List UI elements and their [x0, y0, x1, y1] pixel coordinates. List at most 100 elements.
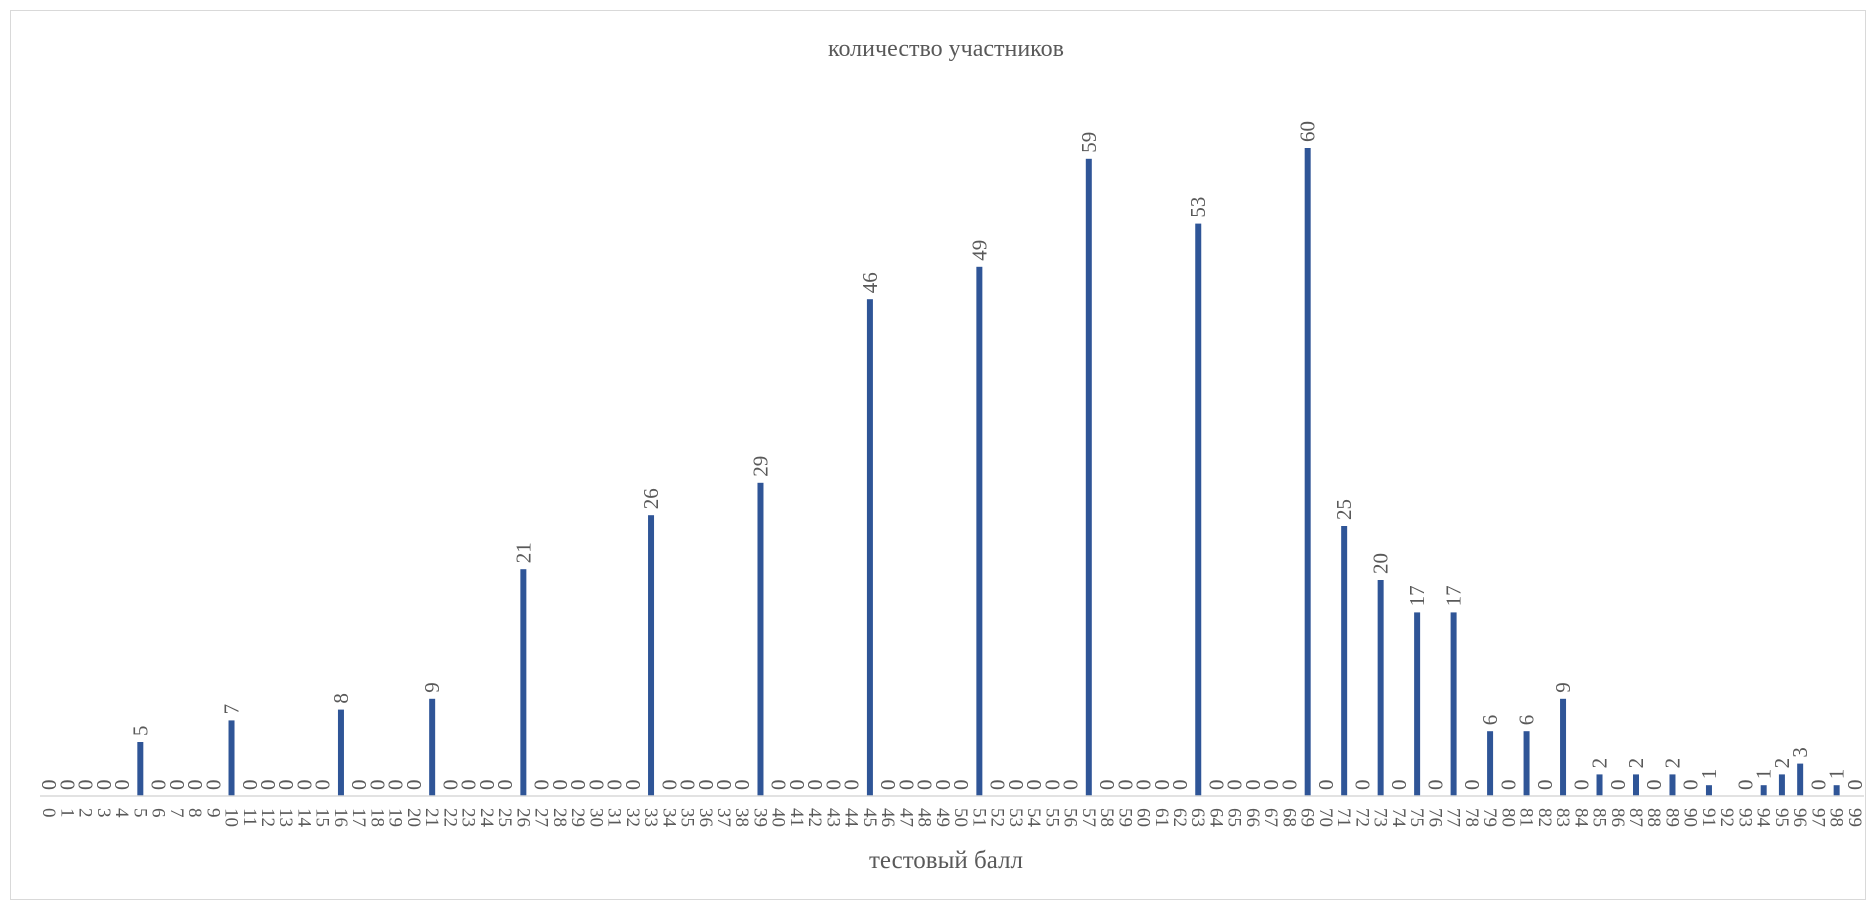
data-label-48: 0: [913, 780, 937, 791]
bar-26: [520, 569, 527, 796]
data-label-21: 9: [420, 682, 444, 693]
x-tick-1: 1: [56, 808, 77, 818]
x-tick-54: 54: [1023, 808, 1044, 828]
x-tick-40: 40: [768, 808, 789, 827]
data-label-6: 0: [147, 780, 171, 791]
x-tick-14: 14: [293, 808, 314, 828]
bar-94: [1760, 785, 1767, 796]
x-tick-77: 77: [1443, 808, 1464, 827]
data-label-49: 0: [931, 780, 955, 791]
x-tick-62: 62: [1169, 808, 1190, 827]
x-tick-75: 75: [1406, 808, 1427, 827]
chart-frame: [10, 10, 1866, 900]
bar-79: [1487, 731, 1494, 796]
x-tick-22: 22: [439, 808, 460, 827]
data-label-51: 49: [967, 240, 991, 261]
bar-57: [1085, 158, 1092, 797]
data-label-0: 0: [37, 780, 61, 791]
x-tick-13: 13: [275, 808, 296, 827]
x-tick-69: 69: [1297, 808, 1318, 827]
data-label-89: 2: [1660, 758, 1684, 769]
x-tick-35: 35: [677, 808, 698, 827]
bar-85: [1596, 774, 1603, 796]
data-label-73: 20: [1369, 553, 1393, 574]
data-label-66: 0: [1241, 780, 1265, 791]
data-label-78: 0: [1460, 780, 1484, 791]
x-tick-18: 18: [366, 808, 387, 827]
data-label-4: 0: [110, 780, 134, 791]
x-tick-5: 5: [129, 808, 150, 818]
data-label-95: 2: [1770, 758, 1794, 769]
data-label-52: 0: [986, 780, 1010, 791]
data-label-81: 6: [1515, 715, 1539, 726]
x-tick-20: 20: [403, 808, 424, 827]
data-label-91: 1: [1697, 769, 1721, 780]
bar-16: [337, 709, 344, 796]
x-tick-7: 7: [166, 808, 187, 818]
data-label-19: 0: [384, 780, 408, 791]
data-label-57: 59: [1077, 132, 1101, 153]
x-tick-60: 60: [1133, 808, 1154, 827]
x-tick-67: 67: [1260, 808, 1281, 827]
x-tick-15: 15: [312, 808, 333, 827]
x-tick-92: 92: [1716, 808, 1737, 827]
bar-73: [1377, 580, 1384, 796]
x-tick-55: 55: [1041, 808, 1062, 827]
x-tick-16: 16: [330, 808, 351, 827]
data-label-76: 0: [1423, 780, 1447, 791]
x-tick-21: 21: [421, 808, 442, 827]
x-tick-31: 31: [604, 808, 625, 827]
data-label-16: 8: [329, 693, 353, 704]
bar-89: [1669, 774, 1676, 796]
x-tick-26: 26: [512, 808, 533, 827]
data-label-41: 0: [785, 780, 809, 791]
chart-title: количество участников: [828, 36, 1064, 62]
x-tick-6: 6: [148, 808, 169, 818]
x-tick-17: 17: [348, 808, 369, 827]
x-tick-51: 51: [968, 808, 989, 827]
x-tick-72: 72: [1351, 808, 1372, 827]
data-label-94: 1: [1752, 769, 1776, 780]
x-tick-88: 88: [1643, 808, 1664, 827]
x-tick-59: 59: [1114, 808, 1135, 827]
x-tick-45: 45: [859, 808, 880, 827]
data-label-40: 0: [767, 780, 791, 791]
data-label-46: 0: [876, 780, 900, 791]
data-label-67: 0: [1259, 780, 1283, 791]
x-tick-41: 41: [786, 808, 807, 827]
data-label-9: 0: [201, 780, 225, 791]
x-tick-70: 70: [1315, 808, 1336, 827]
bar-71: [1341, 526, 1348, 796]
x-tick-56: 56: [1060, 808, 1081, 827]
data-label-53: 0: [1004, 779, 1028, 790]
data-label-93: 0: [1733, 780, 1757, 791]
bar-45: [866, 299, 873, 796]
data-label-26: 21: [511, 542, 535, 563]
x-tick-86: 86: [1607, 808, 1628, 827]
x-tick-94: 94: [1753, 808, 1774, 828]
data-label-99: 0: [1843, 780, 1867, 791]
x-tick-23: 23: [458, 808, 479, 827]
bar-39: [757, 482, 764, 796]
x-tick-10: 10: [221, 808, 242, 827]
data-label-8: 0: [183, 780, 207, 791]
data-label-29: 0: [566, 780, 590, 791]
data-label-15: 0: [311, 780, 335, 791]
bar-63: [1195, 223, 1202, 797]
bar-51: [976, 266, 983, 796]
bar-5: [137, 742, 144, 796]
x-tick-83: 83: [1552, 808, 1573, 827]
data-labels-group: 0000050000700000800009000021000000260000…: [37, 121, 1867, 790]
data-label-77: 17: [1442, 585, 1466, 606]
data-label-39: 29: [748, 456, 772, 477]
data-label-34: 0: [657, 780, 681, 791]
data-label-20: 0: [402, 780, 426, 791]
x-tick-79: 79: [1479, 808, 1500, 827]
data-label-12: 0: [256, 780, 280, 791]
x-tick-53: 53: [1005, 808, 1026, 827]
x-tick-43: 43: [822, 808, 843, 827]
data-label-32: 0: [621, 780, 645, 791]
data-label-65: 0: [1223, 780, 1247, 791]
x-tick-27: 27: [531, 808, 552, 827]
data-label-79: 6: [1478, 715, 1502, 726]
